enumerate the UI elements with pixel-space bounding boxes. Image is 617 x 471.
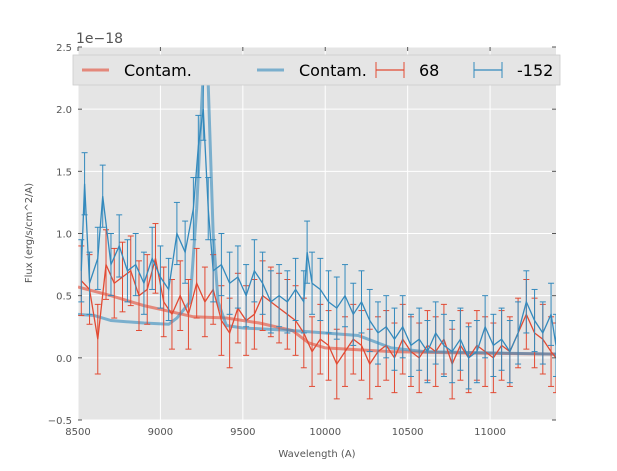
x-tick-label: 10500: [392, 427, 424, 438]
plot-marks: [78, 71, 556, 400]
legend-series-label: -152: [517, 61, 553, 80]
legend-contam-label: Contam.: [299, 61, 367, 80]
y-tick-label: 1.5: [56, 167, 72, 178]
contam-line-1: [78, 71, 556, 356]
x-tick-label: 8500: [65, 427, 90, 438]
offset-text: 1e−18: [76, 31, 123, 47]
x-tick-label: 11000: [474, 427, 506, 438]
y-tick-label: 1.0: [56, 230, 72, 241]
x-tick-label: 10000: [309, 427, 341, 438]
y-axis-label: Flux (erg/s/cm^2/A): [24, 183, 35, 283]
y-tick-label: 2.5: [56, 43, 72, 54]
x-tick-label: 9000: [148, 427, 173, 438]
y-tick-label: 0.0: [56, 354, 72, 365]
tick-labels: 8500 9000 9500 10000 10500 11000 −0.5 0.0 0.5 1.0…: [48, 43, 556, 438]
legend-series-label: 68: [419, 61, 439, 80]
grid: [77, 46, 556, 421]
y-tick-label: 0.5: [56, 292, 72, 303]
x-axis-label: Wavelength (A): [278, 449, 355, 460]
x-tick-label: 9500: [230, 427, 255, 438]
y-tick-label: 2.0: [56, 105, 72, 116]
y-tick-label: −0.5: [48, 416, 72, 427]
legend: Contam. Contam. 68 -152: [72, 54, 561, 86]
legend-contam-label: Contam.: [124, 61, 192, 80]
